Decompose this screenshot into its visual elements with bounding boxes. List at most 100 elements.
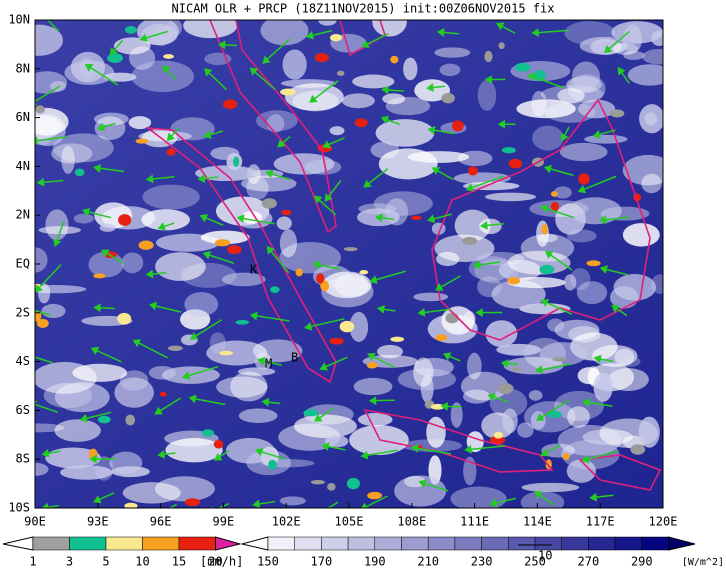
cloud xyxy=(276,216,292,230)
wind-arrow xyxy=(582,450,618,462)
arrow-head xyxy=(157,449,166,459)
wind-arrow xyxy=(190,319,223,340)
arrow-head xyxy=(321,442,330,451)
arrow-head xyxy=(472,260,481,270)
colorbar-segment xyxy=(481,536,509,551)
lon-label: 108E xyxy=(397,515,426,529)
cloud xyxy=(385,96,431,116)
arrow-head xyxy=(487,392,496,402)
wind-arrow xyxy=(217,502,230,508)
wind-arrow xyxy=(35,356,54,364)
cloud xyxy=(122,482,181,504)
wind-arrow xyxy=(532,29,569,34)
cloud xyxy=(94,116,126,140)
cloud xyxy=(35,24,63,56)
arrow-head xyxy=(427,214,436,223)
wind-arrow xyxy=(412,446,451,455)
rain-cell xyxy=(314,53,329,63)
rain-cell xyxy=(166,148,176,156)
coastline xyxy=(578,454,662,491)
rain-cell xyxy=(281,209,292,216)
lat-label: 2N xyxy=(16,208,30,222)
arrow-head xyxy=(377,304,385,314)
cloud xyxy=(114,377,154,408)
arrow-head xyxy=(53,238,62,248)
arrow-head xyxy=(36,177,45,187)
rain-cell xyxy=(36,318,49,328)
wind-arrow xyxy=(465,445,506,451)
cloud xyxy=(564,274,577,291)
arrow-head xyxy=(593,354,602,364)
cloud xyxy=(489,388,528,418)
rain-cell xyxy=(213,439,224,449)
cloud xyxy=(131,60,195,93)
rain-cell xyxy=(410,215,422,220)
cloud xyxy=(230,371,268,402)
cloud xyxy=(38,226,82,235)
arrow-head xyxy=(381,85,389,95)
cloud xyxy=(375,119,435,147)
lon-label: 111E xyxy=(460,515,489,529)
arrow-head xyxy=(309,94,318,103)
cloud xyxy=(35,71,68,94)
cloud xyxy=(148,365,176,380)
cloud xyxy=(221,272,266,287)
arrow-head xyxy=(154,406,163,415)
wind-arrow xyxy=(46,20,60,32)
rain-cell xyxy=(343,247,358,252)
arrow-head xyxy=(217,40,226,50)
rain-cell xyxy=(578,173,590,185)
cloud xyxy=(568,197,622,225)
cloud xyxy=(507,277,566,289)
cloud xyxy=(622,154,663,186)
arrow-head xyxy=(93,163,102,173)
arrow-head xyxy=(145,269,154,279)
arrow-head xyxy=(312,260,321,270)
rain-cell xyxy=(227,245,242,255)
coastline xyxy=(431,98,651,341)
cloud xyxy=(184,292,219,317)
cloud xyxy=(413,292,449,302)
wind-arrow xyxy=(35,264,62,293)
arrow-head xyxy=(41,502,49,508)
rain-cell xyxy=(435,334,448,342)
arrow-head xyxy=(410,444,419,453)
lat-label: 10S xyxy=(8,501,30,515)
cloud xyxy=(614,348,635,366)
cloud xyxy=(554,390,604,421)
rain-cell xyxy=(336,70,345,76)
arrow-head xyxy=(360,450,369,460)
arrow-head xyxy=(361,502,368,508)
arrow-head xyxy=(189,332,199,340)
rain-cell xyxy=(310,479,325,485)
cloud xyxy=(593,372,613,402)
cloud xyxy=(638,416,660,448)
rain-cell xyxy=(107,53,123,63)
rain-cell xyxy=(329,337,344,345)
arrow-head xyxy=(581,454,590,464)
rain-cell xyxy=(507,277,521,285)
wind-arrow xyxy=(85,64,119,86)
rain-cell xyxy=(430,403,445,410)
arrow-head xyxy=(255,447,264,457)
colorbar-label: 210 xyxy=(417,555,439,569)
colorbar-segment xyxy=(142,536,180,551)
rain-cell xyxy=(316,273,325,284)
lon-label: 114E xyxy=(523,515,552,529)
wind-arrow xyxy=(466,175,504,191)
colorbar-end xyxy=(2,536,34,551)
arrow-head xyxy=(603,45,613,54)
colorbar-label: 250 xyxy=(524,555,546,569)
arrow-head xyxy=(41,448,50,458)
rain-cell xyxy=(445,312,459,324)
arrow-head xyxy=(535,365,544,374)
arrow-head xyxy=(440,401,448,411)
cloud xyxy=(467,352,482,380)
arrow-head xyxy=(531,28,539,37)
arrow-head xyxy=(464,444,472,454)
colorbar-segment xyxy=(178,536,216,551)
rain-cell xyxy=(303,409,319,417)
arrow-head xyxy=(33,4,39,10)
